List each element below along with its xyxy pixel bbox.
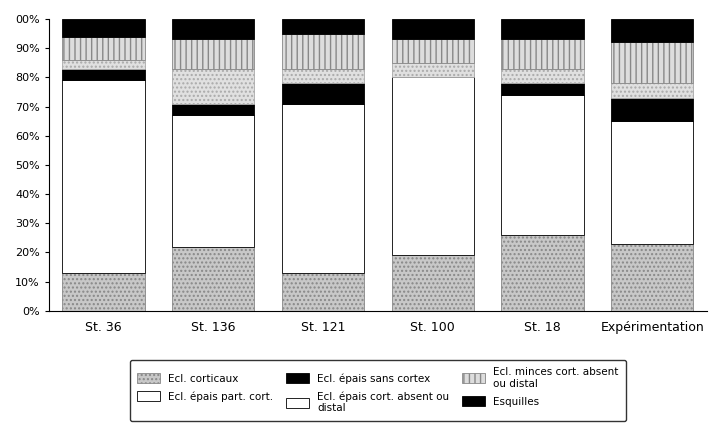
- Bar: [502, 95, 584, 235]
- Bar: [63, 80, 145, 273]
- Bar: [392, 256, 474, 311]
- Bar: [392, 78, 474, 256]
- Bar: [502, 69, 584, 83]
- Bar: [63, 273, 145, 311]
- Bar: [502, 235, 584, 311]
- Bar: [282, 34, 364, 69]
- Bar: [611, 121, 694, 244]
- Bar: [172, 39, 254, 69]
- Bar: [611, 19, 694, 43]
- Legend: Ecl. corticaux, Ecl. épais part. cort., Ecl. épais sans cortex, Ecl. épais cort.: Ecl. corticaux, Ecl. épais part. cort., …: [130, 360, 626, 420]
- Bar: [63, 19, 145, 36]
- Bar: [172, 247, 254, 311]
- Bar: [63, 60, 145, 69]
- Bar: [282, 69, 364, 83]
- Bar: [392, 39, 474, 63]
- Bar: [282, 104, 364, 273]
- Bar: [172, 104, 254, 115]
- Bar: [172, 69, 254, 104]
- Bar: [502, 83, 584, 95]
- Bar: [63, 69, 145, 80]
- Bar: [502, 19, 584, 39]
- Bar: [63, 36, 145, 60]
- Bar: [282, 19, 364, 34]
- Bar: [392, 19, 474, 39]
- Bar: [611, 244, 694, 311]
- Bar: [392, 63, 474, 78]
- Bar: [502, 39, 584, 69]
- Bar: [172, 19, 254, 39]
- Bar: [172, 115, 254, 247]
- Bar: [282, 83, 364, 104]
- Bar: [611, 83, 694, 98]
- Bar: [611, 43, 694, 83]
- Bar: [611, 98, 694, 121]
- Bar: [282, 273, 364, 311]
